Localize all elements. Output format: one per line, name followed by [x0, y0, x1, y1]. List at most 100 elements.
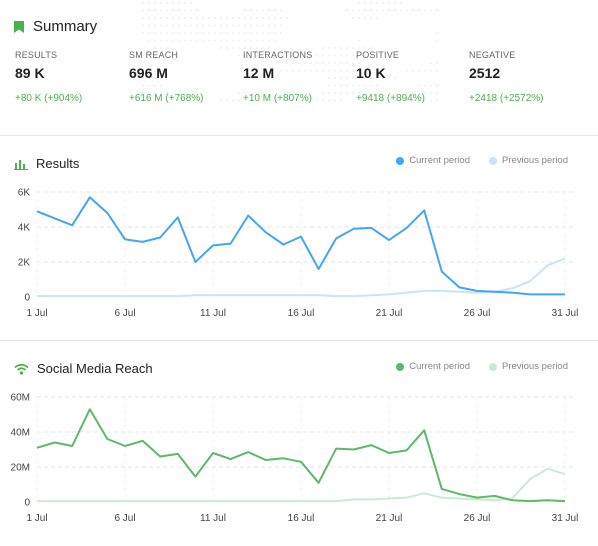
map-dot [321, 46, 325, 50]
x-tick-label: 16 Jul [288, 308, 315, 319]
legend-item-previous[interactable]: Previous period [488, 155, 568, 166]
map-dot [177, 1, 181, 5]
stat-value: 696 M [129, 65, 168, 81]
map-dot [243, 54, 247, 57]
map-dot [159, 99, 163, 102]
map-dot [189, 1, 193, 5]
map-dot [339, 69, 343, 72]
map-dot [369, 1, 373, 5]
map-dot [141, 91, 145, 95]
map-dot [261, 24, 265, 27]
map-dot [171, 9, 175, 12]
map-dot [411, 9, 415, 12]
legend-item-previous[interactable]: Previous period [488, 361, 568, 372]
map-dot [147, 69, 151, 72]
map-dot [255, 24, 259, 27]
world-map-background [141, 1, 439, 102]
map-dot [267, 9, 271, 12]
map-dot [141, 9, 145, 12]
map-dot [345, 54, 349, 57]
summary-panel: Summary RESULTS 89 K +80 K (+904%) SM RE… [0, 0, 598, 135]
map-dot [315, 69, 319, 72]
map-dot [225, 46, 229, 50]
map-dot [357, 61, 361, 65]
map-dot [333, 99, 337, 102]
map-dot [237, 16, 241, 20]
map-dot [225, 24, 229, 27]
legend-dot [396, 362, 405, 371]
stat-label: POSITIVE [356, 50, 400, 60]
map-dot [141, 1, 145, 5]
map-dot [345, 76, 349, 80]
map-dot [165, 24, 169, 27]
map-dot [153, 99, 157, 102]
map-dot [243, 39, 247, 42]
stat-change: +10 M (+807%) [243, 93, 312, 104]
map-dot [327, 54, 331, 57]
bookmark-icon [14, 20, 24, 33]
map-dot [345, 46, 349, 50]
x-tick-label: 31 Jul [552, 308, 579, 319]
map-dot [429, 91, 433, 95]
reach-legend: Current period Previous period [382, 361, 568, 372]
map-dot [165, 46, 169, 50]
map-dot [147, 1, 151, 5]
map-dot [195, 9, 199, 12]
map-dot [141, 31, 145, 35]
map-dot [297, 69, 301, 72]
x-tick-label: 11 Jul [200, 513, 226, 524]
map-dot [321, 69, 325, 72]
map-dot [207, 16, 211, 20]
map-dot [333, 76, 337, 80]
map-dot [351, 84, 355, 87]
x-tick-label: 16 Jul [288, 513, 315, 524]
map-dot [279, 31, 283, 35]
map-dot [231, 24, 235, 27]
x-tick-label: 1 Jul [26, 308, 47, 319]
map-dot [159, 46, 163, 50]
reach-title: Social Media Reach [37, 361, 153, 376]
map-dot [369, 76, 373, 80]
legend-item-current[interactable]: Current period [396, 155, 470, 166]
map-dot [159, 9, 163, 12]
map-dot [363, 9, 367, 12]
map-dot [249, 39, 253, 42]
map-dot [429, 61, 433, 65]
map-dot [411, 69, 415, 72]
map-dot [273, 16, 277, 20]
map-dot [327, 91, 331, 95]
series-line [36, 408, 566, 503]
map-dot [147, 16, 151, 20]
map-dot [171, 1, 175, 5]
legend-dot [488, 156, 497, 165]
stat-value: 10 K [356, 65, 386, 81]
stat-label: NEGATIVE [469, 50, 516, 60]
map-dot [243, 31, 247, 35]
map-dot [147, 31, 151, 35]
map-dot [255, 46, 259, 50]
map-dot [357, 9, 361, 12]
map-dot [405, 9, 409, 12]
map-dot [267, 46, 271, 50]
stat-results: RESULTS 89 K +80 K (+904%) [15, 50, 82, 104]
map-dot [231, 99, 235, 102]
map-dot [429, 9, 433, 12]
map-dot [363, 46, 367, 50]
y-tick-label: 0 [24, 498, 30, 509]
map-dot [327, 84, 331, 87]
map-dot [183, 39, 187, 42]
map-dot [411, 91, 415, 95]
map-dot [381, 76, 385, 80]
map-dot [345, 61, 349, 65]
map-dot [315, 54, 319, 57]
map-dot [249, 16, 253, 20]
map-dot [279, 16, 283, 20]
legend-item-current[interactable]: Current period [396, 361, 470, 372]
map-dot [291, 69, 295, 72]
map-dot [267, 16, 271, 20]
map-dot [213, 24, 217, 27]
map-dot [141, 24, 145, 27]
map-dot [339, 76, 343, 80]
map-dot [141, 84, 145, 87]
map-dot [141, 76, 145, 80]
